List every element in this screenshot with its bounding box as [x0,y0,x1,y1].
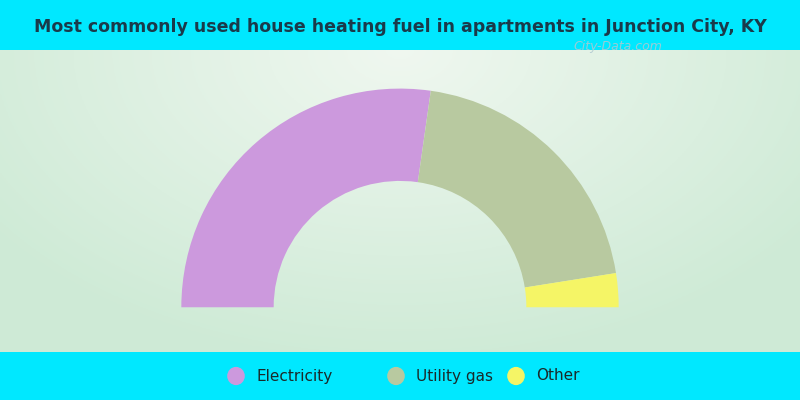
Wedge shape [182,88,431,307]
Text: City-Data.com: City-Data.com [574,40,662,53]
Text: Other: Other [536,368,579,384]
Text: Electricity: Electricity [256,368,332,384]
Wedge shape [418,91,616,288]
Text: Most commonly used house heating fuel in apartments in Junction City, KY: Most commonly used house heating fuel in… [34,18,766,36]
Ellipse shape [227,367,245,385]
Text: Utility gas: Utility gas [416,368,493,384]
Ellipse shape [387,367,405,385]
Wedge shape [525,273,618,307]
Ellipse shape [507,367,525,385]
